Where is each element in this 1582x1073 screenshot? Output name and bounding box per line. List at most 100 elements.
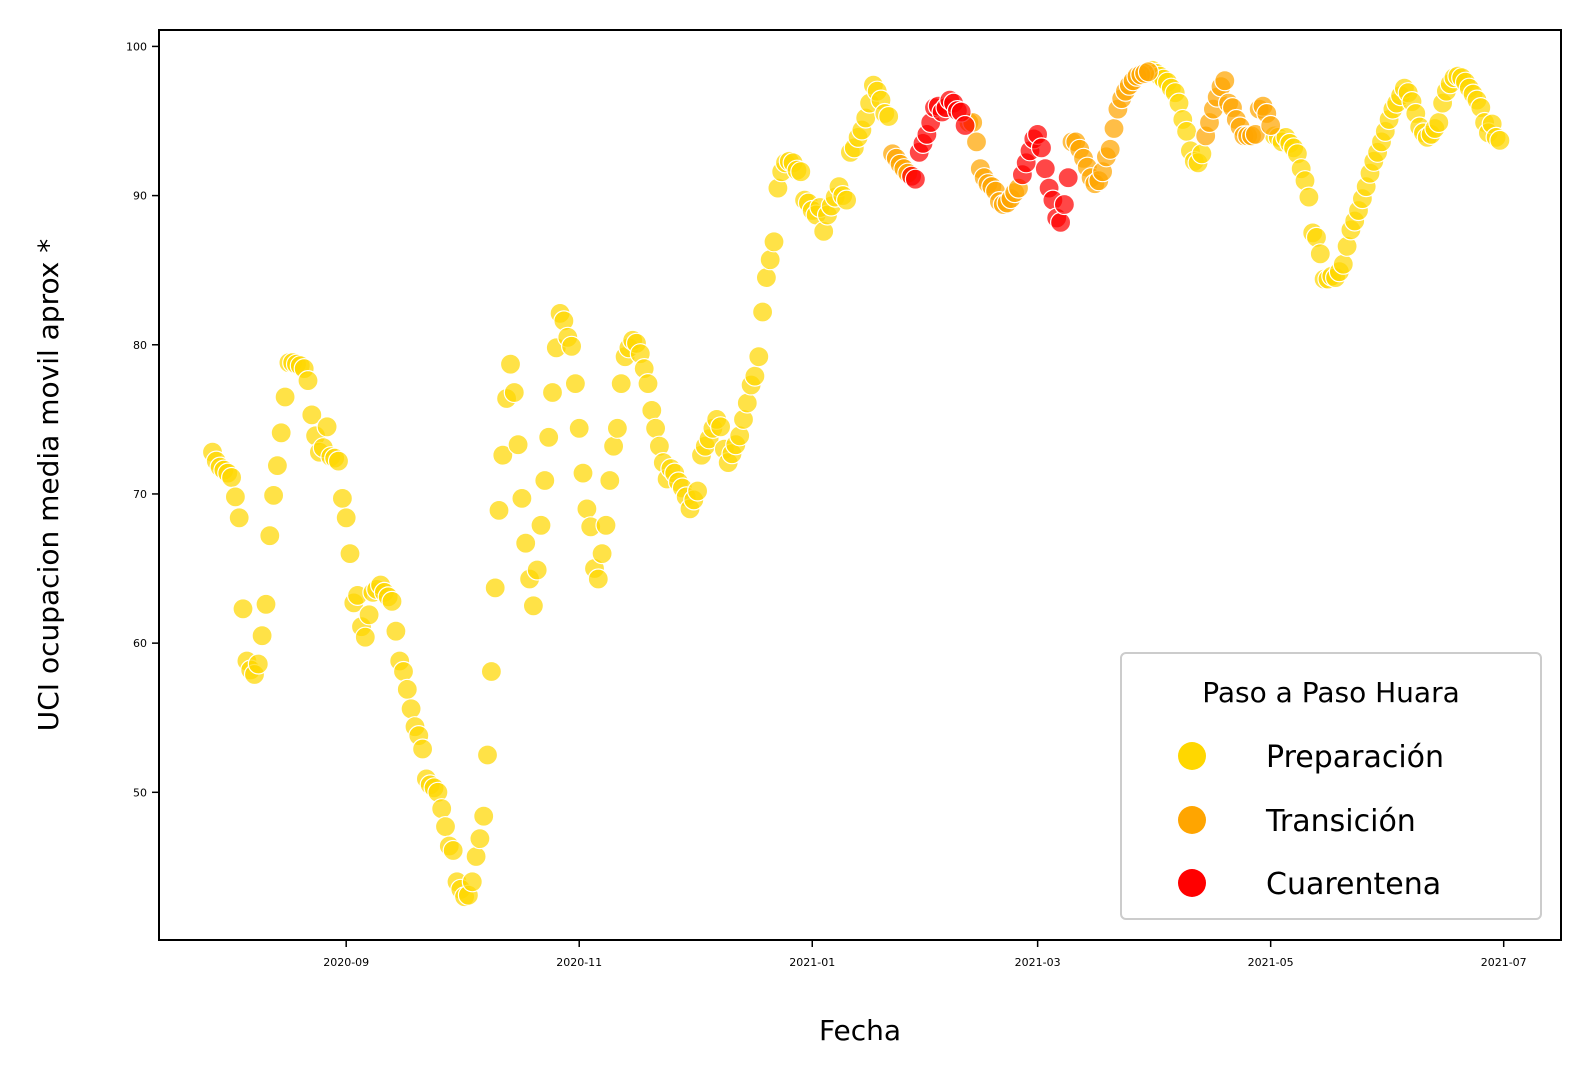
x-tick-label: 2021-01 (789, 956, 835, 969)
data-point (904, 168, 927, 190)
data-point (461, 871, 483, 893)
data-point (954, 114, 976, 137)
data-point (412, 738, 434, 760)
data-point (1034, 158, 1056, 180)
y-axis: 50 60 70 80 90 100 (126, 40, 159, 799)
x-tick-label: 2020-11 (556, 956, 602, 969)
data-point (759, 249, 781, 271)
data-point (641, 399, 663, 421)
data-point (465, 845, 487, 868)
data-point (560, 335, 583, 357)
data-point (610, 373, 632, 395)
data-point (434, 815, 457, 838)
data-point (1298, 186, 1320, 208)
data-point (469, 827, 491, 850)
data-point (259, 525, 281, 547)
x-tick-label: 2020-09 (323, 956, 369, 969)
legend-label-cuarentena: Cuarentena (1266, 867, 1441, 902)
data-point (637, 373, 659, 395)
data-point (228, 507, 250, 529)
data-point (751, 301, 774, 323)
data-point (1260, 114, 1282, 137)
data-point (381, 590, 403, 613)
data-point (358, 604, 380, 626)
y-tick-label: 70 (133, 488, 147, 501)
data-point (1191, 143, 1213, 165)
data-point (576, 498, 598, 520)
data-point (488, 499, 510, 521)
data-point (476, 744, 499, 766)
points-layer (201, 59, 1511, 908)
data-point (572, 462, 594, 484)
data-point (1103, 117, 1125, 140)
data-point (606, 417, 629, 439)
x-tick-label: 2021-03 (1015, 956, 1061, 969)
data-point (335, 507, 357, 529)
data-point (1137, 61, 1160, 83)
data-point (480, 660, 502, 683)
data-point (1489, 129, 1511, 151)
data-point (587, 568, 609, 590)
data-point (431, 798, 453, 820)
data-point (744, 365, 766, 387)
data-point (266, 455, 288, 477)
data-point (748, 346, 770, 368)
data-point (400, 698, 422, 720)
data-point (534, 469, 556, 492)
data-point (541, 381, 564, 404)
data-point (263, 484, 285, 506)
data-point (301, 404, 323, 426)
legend-box (1120, 652, 1542, 920)
data-point (316, 416, 338, 438)
data-point (251, 625, 273, 647)
data-point (297, 370, 319, 392)
series-preparacion (201, 59, 1511, 908)
y-tick-label: 100 (126, 40, 147, 53)
data-point (1214, 70, 1236, 92)
data-point (1309, 243, 1331, 265)
data-point (484, 577, 506, 599)
data-point (530, 514, 552, 536)
data-point (507, 434, 529, 456)
data-point (232, 598, 254, 620)
data-point (965, 131, 988, 153)
data-point (224, 486, 246, 508)
data-point (526, 559, 548, 581)
data-point (499, 353, 522, 375)
data-point (247, 653, 269, 675)
data-point (1030, 137, 1053, 159)
data-point (591, 542, 613, 565)
data-point (270, 422, 292, 444)
data-point (1053, 193, 1076, 216)
y-tick-label: 60 (133, 637, 147, 650)
y-axis-label: UCI ocupacion media movil aprox * (32, 239, 65, 731)
data-point (790, 161, 812, 183)
y-tick-label: 80 (133, 339, 147, 352)
data-point (835, 189, 858, 211)
data-point (878, 105, 900, 128)
legend-marker-preparacion (1178, 742, 1206, 770)
data-point (644, 417, 667, 439)
data-point (473, 805, 495, 827)
data-point (339, 542, 361, 565)
data-point (442, 839, 464, 862)
legend-marker-transicion (1178, 806, 1206, 834)
data-point (396, 678, 418, 701)
series-transicion (881, 61, 1282, 216)
data-point (1175, 120, 1198, 142)
data-point (686, 480, 709, 502)
series-cuarentena (900, 89, 1079, 233)
data-point (1099, 138, 1121, 160)
data-point (1057, 167, 1079, 189)
legend-title: Paso a Paso Huara (1202, 676, 1460, 709)
data-point (385, 620, 407, 642)
data-point (255, 593, 277, 615)
data-point (274, 386, 296, 408)
data-point (511, 487, 533, 509)
data-point (515, 532, 537, 554)
data-point (538, 426, 560, 448)
data-point (602, 435, 625, 457)
data-point (327, 450, 350, 472)
legend-label-preparacion: Preparación (1266, 740, 1444, 775)
